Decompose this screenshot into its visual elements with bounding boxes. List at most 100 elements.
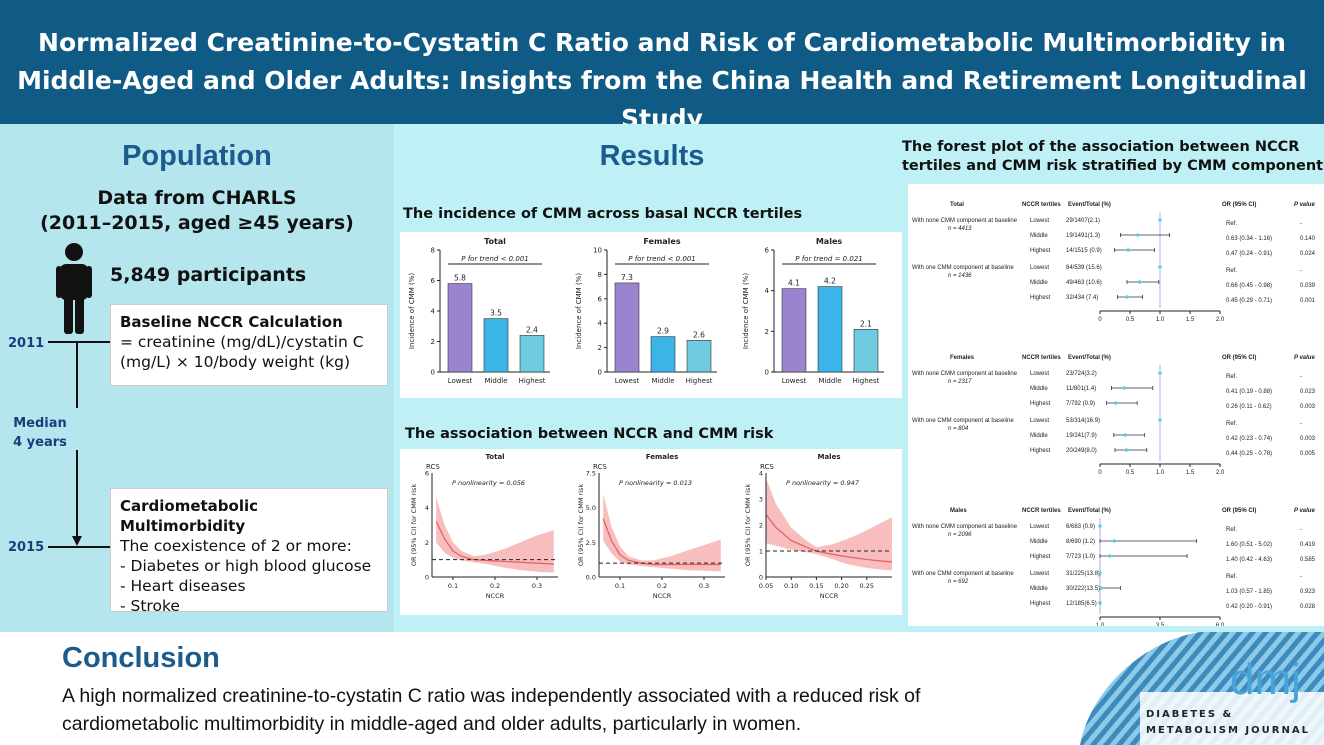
group-n: n = 2096 bbox=[948, 532, 972, 538]
data-source-line2: (2011–2015, aged ≥45 years) bbox=[40, 212, 354, 234]
participants-count: 5,849 participants bbox=[110, 264, 307, 286]
x-tick-label: 0.5 bbox=[1126, 470, 1135, 476]
row-events: 14/1515 (0.9) bbox=[1066, 248, 1102, 254]
row-or: 0.66 (0.45 - 0.98) bbox=[1226, 283, 1272, 289]
col-header-p: P value bbox=[1294, 508, 1315, 514]
y-tick-label: 0 bbox=[431, 369, 435, 377]
bar bbox=[519, 335, 545, 373]
y-tick-label: 0 bbox=[759, 574, 763, 582]
x-axis-label: NCCR bbox=[486, 592, 505, 600]
row-events: 12/185(6.5) bbox=[1066, 601, 1097, 607]
row-events: 30/222(13.5) bbox=[1066, 586, 1100, 592]
chart-title: Total bbox=[485, 453, 504, 461]
col-header-or: OR (95% CI) bbox=[1222, 355, 1256, 361]
y-axis-label: OR (95% CI) for CMM risk bbox=[410, 484, 418, 566]
or-curve bbox=[765, 514, 893, 563]
forest-plot-males: Males NCCR tertiles Event/Total (%) OR (95%… bbox=[912, 508, 1316, 629]
nonlinearity-annotation: P nonlinearity = 0.056 bbox=[452, 479, 525, 487]
col-header-tertiles: NCCR tertiles bbox=[1022, 508, 1061, 514]
group-label: With none CMM component at baseline bbox=[912, 524, 1018, 530]
x-tick-label: 1.0 bbox=[1156, 317, 1165, 323]
point-estimate bbox=[1124, 448, 1129, 452]
y-tick-label: 4 bbox=[598, 320, 603, 328]
forest-title-line2: tertiles and CMM risk stratified by CMM … bbox=[902, 158, 1324, 174]
chart-title: Males bbox=[816, 237, 843, 246]
forest-title: The forest plot of the association betwe… bbox=[902, 138, 1324, 176]
rcs-label: RCS bbox=[760, 463, 774, 471]
x-tick-label: 0 bbox=[1098, 317, 1102, 323]
nonlinearity-annotation: P nonlinearity = 0.013 bbox=[619, 479, 692, 487]
row-tertile: Lowest bbox=[1030, 265, 1049, 271]
row-tertile: Highest bbox=[1030, 448, 1051, 454]
x-tick-label: 0.2 bbox=[490, 582, 500, 590]
x-tick-label: 0.05 bbox=[759, 582, 773, 590]
y-axis-label: OR (95% CI) for CMM risk bbox=[744, 484, 752, 566]
point-estimate bbox=[1113, 401, 1118, 405]
conclusion-line1: A high normalized creatinine-to-cystatin… bbox=[62, 685, 921, 707]
bar-value-label: 2.4 bbox=[526, 325, 538, 334]
point-estimate bbox=[1158, 418, 1162, 422]
row-or: Ref. bbox=[1226, 374, 1237, 380]
row-or: 0.42 (0.23 - 0.74) bbox=[1226, 436, 1272, 442]
row-p: 0.023 bbox=[1300, 389, 1316, 395]
row-or: Ref. bbox=[1226, 268, 1237, 274]
x-tick-label: 0.3 bbox=[532, 582, 542, 590]
x-axis-label: NCCR bbox=[653, 592, 672, 600]
chart-title: Females bbox=[643, 237, 680, 246]
rcs-label: RCS bbox=[593, 463, 607, 471]
median-followup: Median 4 years bbox=[0, 414, 80, 452]
x-tick-label: Middle bbox=[818, 377, 841, 385]
conclusion-line2: cardiometabolic multimorbidity in middle… bbox=[62, 713, 802, 735]
bar bbox=[483, 318, 509, 373]
row-p: - bbox=[1300, 527, 1302, 533]
association-title: The association between NCCR and CMM ris… bbox=[405, 426, 774, 442]
cmm-item: - Stroke bbox=[120, 597, 180, 615]
rcs-charts-svg: Total RCS 0 2 4 6 0.1 0.2 0.3 NCCR OR (95% CI) for… bbox=[410, 453, 893, 600]
y-tick-label: 6 bbox=[765, 247, 770, 255]
group-n: n = 4413 bbox=[948, 226, 972, 232]
y-tick-label: 8 bbox=[431, 247, 435, 255]
y-tick-label: 8 bbox=[598, 271, 602, 279]
point-estimate bbox=[1158, 371, 1162, 375]
y-tick-label: 4 bbox=[765, 287, 770, 295]
x-tick-label: 1.0 bbox=[1156, 470, 1165, 476]
row-events: 29/1407(2.1) bbox=[1066, 218, 1100, 224]
point-estimate bbox=[1107, 554, 1112, 558]
bar-value-label: 4.2 bbox=[824, 277, 836, 286]
col-header-tertiles: NCCR tertiles bbox=[1022, 202, 1061, 208]
row-or: Ref. bbox=[1226, 421, 1237, 427]
row-events: 23/724(3.2) bbox=[1066, 371, 1097, 377]
bar-value-label: 2.9 bbox=[657, 327, 669, 336]
x-tick-label: Middle bbox=[484, 377, 507, 385]
population-heading: Population bbox=[122, 140, 272, 172]
row-p: 0.419 bbox=[1300, 542, 1316, 548]
point-estimate bbox=[1098, 601, 1102, 605]
group-label: With none CMM component at baseline bbox=[912, 371, 1018, 377]
group-label: With one CMM component at baseline bbox=[912, 265, 1014, 271]
chart-title: Females bbox=[646, 453, 679, 461]
x-tick-label: Highest bbox=[519, 377, 546, 385]
row-events: 31/225(13.8) bbox=[1066, 571, 1100, 577]
bar bbox=[817, 286, 843, 373]
row-events: 20/249(8.0) bbox=[1066, 448, 1097, 454]
group-label: With one CMM component at baseline bbox=[912, 418, 1014, 424]
conclusion-text: A high normalized creatinine-to-cystatin… bbox=[62, 682, 920, 738]
row-tertile: Lowest bbox=[1030, 218, 1049, 224]
x-tick-label: 0.1 bbox=[615, 582, 625, 590]
row-or: 0.42 (0.20 - 0.91) bbox=[1226, 604, 1272, 610]
results-heading: Results bbox=[599, 140, 705, 172]
row-p: 0.003 bbox=[1300, 436, 1316, 442]
bar-value-label: 2.1 bbox=[860, 319, 872, 328]
row-or: 0.45 (0.29 - 0.71) bbox=[1226, 298, 1272, 304]
y-tick-label: 6 bbox=[431, 277, 436, 285]
row-p: - bbox=[1300, 421, 1302, 427]
nonlinearity-annotation: P nonlinearity = 0.947 bbox=[786, 479, 860, 487]
person-icon bbox=[56, 243, 92, 334]
row-or: 0.26 (0.11 - 0.62) bbox=[1226, 404, 1272, 410]
row-events: 32/434 (7.4) bbox=[1066, 295, 1098, 301]
row-tertile: Highest bbox=[1030, 248, 1051, 254]
row-tertile: Middle bbox=[1030, 386, 1048, 392]
x-tick-label: 3.5 bbox=[1156, 623, 1165, 626]
y-axis-label: Incidence of CMM (%) bbox=[575, 273, 583, 349]
col-header-p: P value bbox=[1294, 202, 1315, 208]
